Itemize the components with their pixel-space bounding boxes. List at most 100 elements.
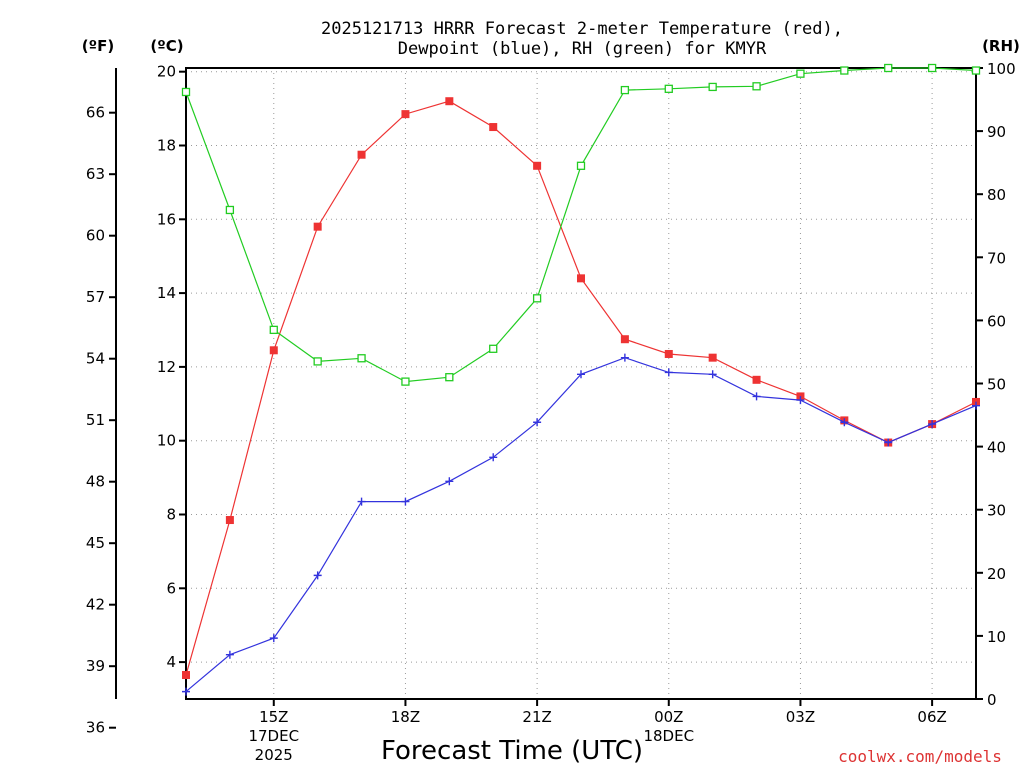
rh-tick-label: 50 [987,376,1006,394]
rh-point [357,354,366,363]
temperature-point [533,161,542,170]
x-axis-title: Forecast Time (UTC) [381,736,643,766]
rh-tick-label: 90 [987,123,1006,141]
rh-point [884,63,893,73]
fahrenheit-tick-label: 39 [86,657,105,675]
celsius-tick-label: 20 [157,63,176,81]
dewpoint-point [708,370,717,379]
fahrenheit-tick-label: 48 [86,473,105,491]
celsius-tick-label: 8 [166,505,176,523]
celsius-tick-label: 10 [157,432,176,450]
rh-tick-label: 0 [987,691,997,709]
x-tick-label: 21Z [522,708,551,726]
rh-line [185,67,977,383]
rh-point [840,66,849,75]
temperature-point [182,671,190,680]
temperature-point [445,97,454,106]
temperature-point [708,353,717,362]
temperature-point [269,346,278,355]
fahrenheit-unit-label: (ºF) [82,37,114,55]
chart-title-line-2: Dewpoint (blue), RH (green) for KMYR [398,39,767,59]
x-tick-label: 15Z [259,708,288,726]
rh-tick-label: 60 [987,312,1006,330]
x-date-label: 18DEC [643,727,694,745]
celsius-tick-label: 18 [157,136,176,154]
temperature-point [313,222,322,231]
dewpoint-point [489,453,498,462]
dewpoint-point [182,687,190,696]
rh-point [664,84,673,93]
rh-tick-label: 80 [987,186,1006,204]
dewpoint-point [445,477,454,486]
temperature-point [664,349,673,358]
dewpoint-point [620,353,629,362]
temperature-point [489,123,498,132]
temperature-point [357,150,366,159]
temperature-point [577,274,585,283]
fahrenheit-tick-label: 63 [86,165,105,183]
rh-point [971,66,981,75]
fahrenheit-tick-label: 57 [86,288,105,306]
temperature-line [185,100,977,676]
temperature-point [752,375,761,384]
chart-title-line-1: 2025121713 HRRR Forecast 2-meter Tempera… [321,19,843,39]
rh-point [225,205,235,215]
rh-point [620,85,630,95]
dewpoint-point [401,497,410,506]
dewpoint-point [533,418,542,427]
dewpoint-point [313,571,322,580]
rh-point [927,63,937,73]
rh-point [269,325,278,335]
site-credit: coolwx.com/models [838,747,1002,766]
fahrenheit-tick-label: 42 [86,596,105,614]
dewpoint-point [796,396,805,405]
rh-point [752,82,761,91]
rh-tick-label: 20 [987,565,1006,583]
dewpoint-line [185,357,977,693]
x-date-label: 17DEC [248,727,299,745]
rh-point [532,294,542,303]
rh-point [445,373,454,382]
rh-tick-label: 10 [987,628,1006,646]
dewpoint-point [664,368,673,377]
fahrenheit-tick-label: 60 [86,227,105,245]
x-tick-label: 06Z [917,708,946,726]
dewpoint-point [972,401,980,410]
temperature-point [401,110,410,119]
rh-tick-label: 100 [987,60,1016,78]
rh-point [181,87,191,97]
rh-point [489,344,498,353]
rh-tick-label: 40 [987,439,1006,457]
dewpoint-point [840,418,849,427]
celsius-tick-label: 6 [166,579,176,597]
fahrenheit-tick-label: 51 [86,411,105,429]
temperature-point [225,516,234,525]
fahrenheit-tick-label: 45 [86,534,105,552]
celsius-tick-label: 12 [157,358,176,376]
dewpoint-point [884,438,893,447]
data-series [181,63,981,696]
rh-tick-label: 70 [987,249,1006,267]
celsius-unit-label: (ºC) [150,37,183,55]
fahrenheit-tick-label: 36 [86,719,105,737]
x-year-label: 2025 [255,746,293,764]
x-tick-label: 00Z [654,708,683,726]
dewpoint-point [752,392,761,401]
axes: 36 39 42 45 48 51 54 57 60 63 66 4 6 8 10 12 14 16 18 20 0 10… [86,60,1016,764]
dewpoint-point [269,634,278,643]
rh-point [796,69,805,78]
fahrenheit-tick-label: 54 [86,350,105,368]
dewpoint-point [225,650,234,659]
dewpoint-point [357,497,366,506]
rh-point [401,377,410,386]
celsius-tick-label: 14 [157,284,176,302]
temperature-point [620,335,629,344]
rh-unit-label: (RH) [982,37,1020,55]
rh-tick-label: 30 [987,502,1006,520]
rh-point [708,82,717,92]
x-tick-label: 03Z [786,708,815,726]
dewpoint-point [577,370,585,379]
rh-point [576,161,586,170]
x-tick-label: 18Z [391,708,420,726]
